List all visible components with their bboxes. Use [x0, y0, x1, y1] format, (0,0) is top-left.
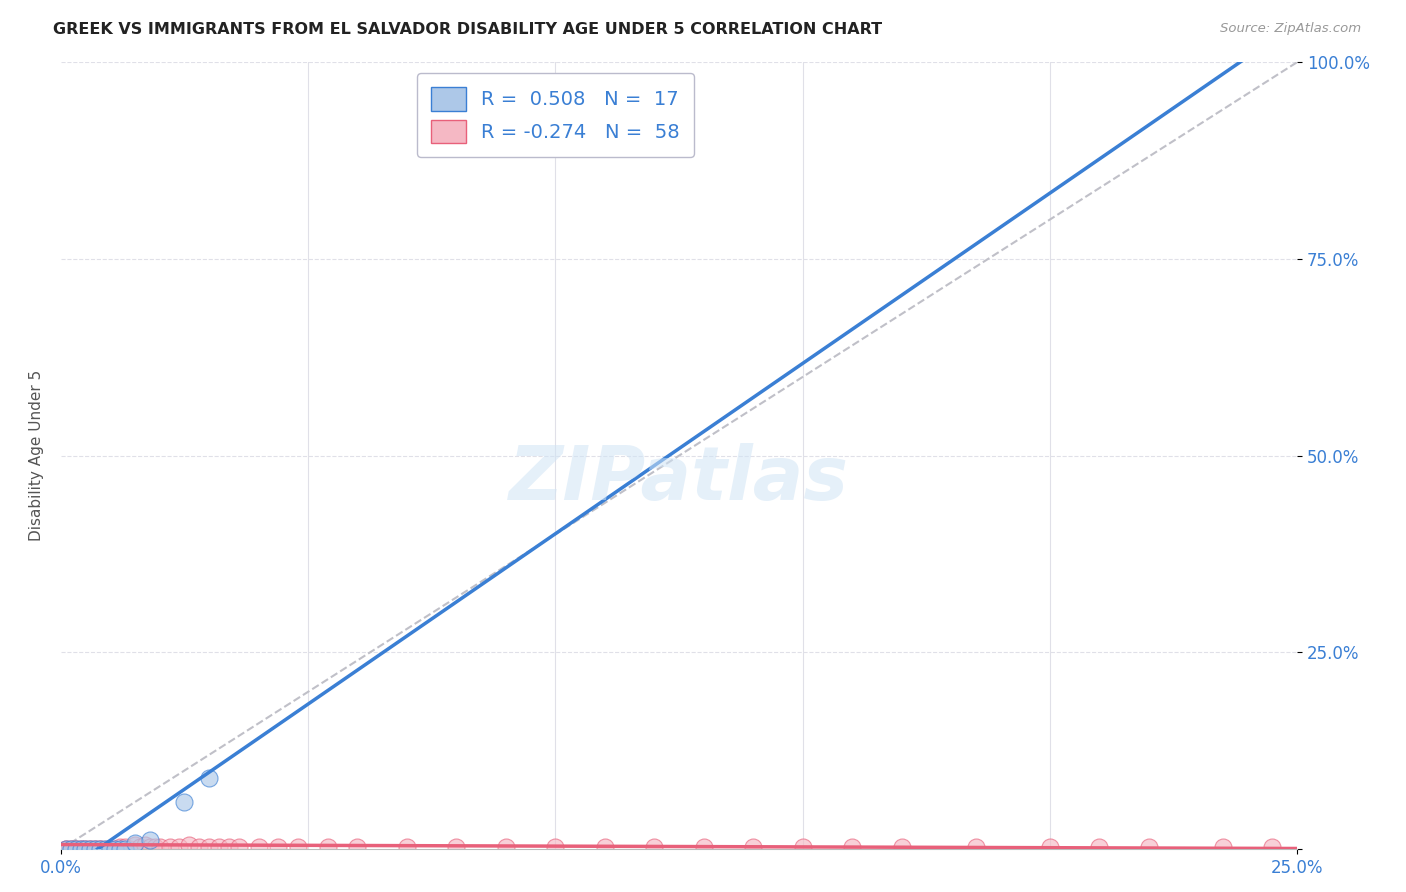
- Point: [643, 839, 665, 854]
- Point: [69, 842, 91, 856]
- Point: [69, 842, 91, 856]
- Point: [84, 842, 107, 856]
- Point: [94, 842, 117, 856]
- Point: [198, 772, 221, 786]
- Point: [84, 842, 107, 856]
- Text: ZIPatlas: ZIPatlas: [509, 442, 849, 516]
- Point: [55, 842, 77, 856]
- Point: [267, 839, 290, 854]
- Point: [1088, 839, 1111, 854]
- Point: [495, 839, 517, 854]
- Text: GREEK VS IMMIGRANTS FROM EL SALVADOR DISABILITY AGE UNDER 5 CORRELATION CHART: GREEK VS IMMIGRANTS FROM EL SALVADOR DIS…: [53, 22, 883, 37]
- Point: [59, 842, 82, 856]
- Point: [1212, 839, 1234, 854]
- Point: [159, 839, 181, 854]
- Point: [134, 838, 156, 853]
- Point: [124, 838, 146, 853]
- Point: [287, 839, 309, 854]
- Point: [55, 842, 77, 856]
- Point: [104, 842, 127, 856]
- Point: [143, 839, 166, 854]
- Point: [965, 839, 987, 854]
- Point: [104, 842, 127, 856]
- Point: [65, 842, 87, 856]
- Point: [316, 839, 339, 854]
- Point: [75, 842, 97, 856]
- Point: [59, 842, 82, 856]
- Point: [75, 842, 97, 856]
- Point: [692, 839, 714, 854]
- Point: [395, 839, 418, 854]
- Point: [139, 839, 162, 854]
- Point: [128, 839, 150, 854]
- Point: [79, 842, 101, 856]
- Point: [69, 842, 91, 856]
- Point: [208, 839, 231, 854]
- Point: [98, 842, 121, 856]
- Point: [55, 842, 77, 856]
- Point: [169, 839, 191, 854]
- Point: [149, 839, 172, 854]
- Point: [544, 839, 567, 854]
- Point: [75, 842, 97, 856]
- Point: [1039, 839, 1062, 854]
- Point: [124, 836, 146, 850]
- Point: [742, 839, 765, 854]
- Point: [198, 839, 221, 854]
- Point: [89, 842, 111, 856]
- Point: [114, 839, 136, 854]
- Point: [118, 842, 141, 856]
- Text: Source: ZipAtlas.com: Source: ZipAtlas.com: [1220, 22, 1361, 36]
- Point: [1137, 839, 1160, 854]
- Point: [179, 838, 201, 853]
- Point: [1261, 839, 1284, 854]
- Point: [890, 839, 912, 854]
- Point: [792, 839, 814, 854]
- Y-axis label: Disability Age Under 5: Disability Age Under 5: [30, 370, 44, 541]
- Point: [98, 842, 121, 856]
- Point: [114, 842, 136, 856]
- Point: [841, 839, 863, 854]
- Point: [446, 839, 468, 854]
- Point: [188, 839, 211, 854]
- Point: [228, 839, 250, 854]
- Point: [79, 842, 101, 856]
- Point: [79, 842, 101, 856]
- Legend: R =  0.508   N =  17, R = -0.274   N =  58: R = 0.508 N = 17, R = -0.274 N = 58: [418, 73, 693, 157]
- Point: [247, 839, 270, 854]
- Point: [65, 842, 87, 856]
- Point: [84, 842, 107, 856]
- Point: [89, 842, 111, 856]
- Point: [173, 795, 195, 809]
- Point: [593, 839, 616, 854]
- Point: [89, 842, 111, 856]
- Point: [65, 842, 87, 856]
- Point: [59, 842, 82, 856]
- Point: [108, 842, 131, 856]
- Point: [108, 839, 131, 854]
- Point: [218, 839, 240, 854]
- Point: [94, 842, 117, 856]
- Point: [346, 839, 368, 854]
- Point: [139, 833, 162, 847]
